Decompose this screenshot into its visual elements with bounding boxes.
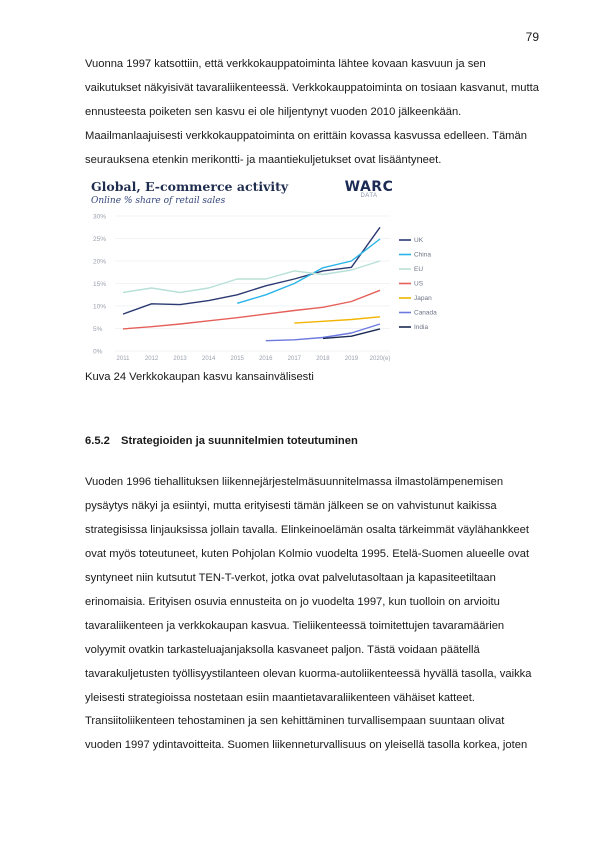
x-tick-label: 2015 [231, 356, 245, 362]
text-line: pysäytys näkyi ja esiintyi, mutta erityi… [85, 494, 525, 518]
text-line: ennusteesta poiketen sen kasvu ei ole hi… [85, 100, 525, 124]
text-line: erinomaisia. Erityisen osuvia ennusteita… [85, 590, 525, 614]
closing-paragraph: Transiitoliikenteen tehostaminen ja sen … [85, 709, 525, 757]
series-line-japan [294, 317, 380, 323]
legend-label: India [414, 324, 428, 331]
text-line: volyymit ovatkin tarkasteluajanjaksolla … [85, 638, 525, 662]
text-line: strategisissa linjauksissa jollain taval… [85, 518, 525, 542]
text-line: yleisesti strategioissa nostetaan esiin … [85, 686, 525, 710]
legend-label: US [414, 281, 424, 288]
section-heading: 6.5.2 Strategioiden ja suunnitelmien tote… [85, 435, 358, 447]
x-tick-label: 2018 [316, 356, 330, 362]
x-tick-label: 2017 [288, 356, 302, 362]
x-tick-label: 2019 [345, 356, 359, 362]
legend-label: UK [414, 237, 424, 244]
text-line: seurauksena etenkin merikontti- ja maant… [85, 148, 525, 172]
x-tick-label: 2011 [117, 356, 131, 362]
text-line: Vuonna 1997 katsottiin, että verkkokaupp… [85, 52, 525, 76]
text-line: Vuoden 1996 tiehallituksen liikennejärje… [85, 470, 525, 494]
text-line: ovat myös toteutuneet, kuten Pohjolan Ko… [85, 542, 525, 566]
legend-label: Japan [414, 295, 432, 302]
intro-paragraph: Vuonna 1997 katsottiin, että verkkokaupp… [85, 52, 525, 172]
y-tick-label: 15% [93, 281, 106, 288]
series-line-uk [123, 227, 380, 314]
y-tick-label: 5% [93, 326, 103, 333]
text-line: Transiitoliikenteen tehostaminen ja sen … [85, 709, 525, 733]
legend-label: EU [414, 266, 423, 273]
text-line: tavaraliikenteen ja verkkokaupan kasvua.… [85, 614, 525, 638]
figure-caption: Kuva 24 Verkkokaupan kasvu kansainvälise… [85, 371, 314, 383]
section-title: Strategioiden ja suunnitelmien toteutumi… [121, 435, 358, 447]
text-line: vaikutukset näkyisivät tavaraliikenteess… [85, 76, 525, 100]
chart-legend: UK China EU US Japan Canada India [397, 172, 447, 367]
y-tick-label: 20% [93, 259, 106, 266]
series-line-us [123, 290, 380, 329]
ecommerce-chart: 0% 5% 10% 15% 20% 25% 30% 2011 2012 2013 2014 2015 2… [85, 172, 397, 367]
y-tick-label: 25% [93, 236, 106, 243]
legend-label: China [414, 252, 431, 259]
legend-label: Canada [414, 310, 437, 317]
chart-subtitle: Online % share of retail sales [91, 196, 225, 206]
text-line: syntyneet niin kutsutut TEN-T-verkot, jo… [85, 566, 525, 590]
x-tick-label: 2016 [259, 356, 273, 362]
y-tick-label: 0% [93, 349, 103, 356]
x-tick-label: 2013 [173, 356, 187, 362]
y-tick-label: 30% [93, 214, 106, 221]
warc-logo: WARC DATA [341, 179, 397, 199]
series-line-eu [123, 261, 380, 293]
series-line-china [237, 239, 380, 303]
section-number: 6.5.2 [85, 435, 121, 447]
body-paragraph: Vuoden 1996 tiehallituksen liikennejärje… [85, 470, 525, 710]
text-line: vuoden 1997 ydintavoitteita. Suomen liik… [85, 733, 525, 757]
x-tick-label: 2012 [145, 356, 159, 362]
x-tick-label: 2020(e) [370, 356, 391, 362]
text-line: Maailmanlaajuisesti verkkokauppatoiminta… [85, 124, 525, 148]
chart-title: Global, E-commerce activity [91, 179, 288, 194]
x-tick-label: 2014 [202, 356, 216, 362]
text-line: tavarakuljetusten työllisyystilanteen ol… [85, 662, 525, 686]
page-number: 79 [526, 30, 539, 44]
y-tick-label: 10% [93, 304, 106, 311]
